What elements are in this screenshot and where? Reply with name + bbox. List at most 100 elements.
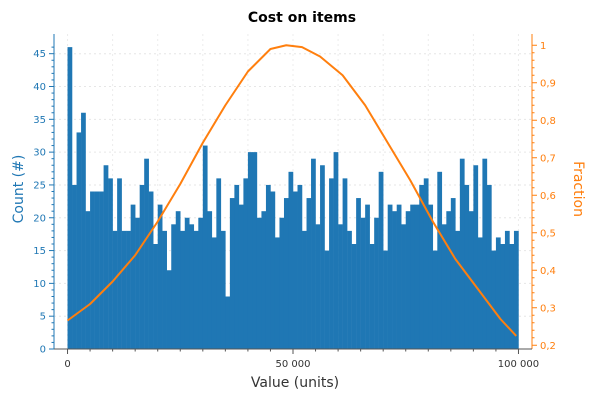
histogram-bar [108, 178, 113, 349]
histogram-bar [482, 158, 488, 349]
histogram-bar [333, 152, 339, 349]
histogram-bar [351, 244, 357, 349]
histogram-bar [365, 204, 370, 349]
histogram-bar [112, 230, 118, 349]
histogram-bar [378, 171, 384, 349]
y-right-tick-label: 0,2 [540, 341, 556, 352]
y-right-tick-label: 0,3 [540, 303, 556, 314]
histogram-bar [509, 244, 515, 349]
histogram-bar [175, 211, 181, 349]
histogram-bar [491, 250, 497, 349]
histogram-bar [265, 184, 271, 349]
histogram-bar [495, 237, 501, 349]
histogram-bar [243, 178, 249, 349]
histogram-bar [121, 230, 127, 349]
y-left-tick-label: 10 [33, 279, 46, 290]
y-axis-left-label: Count (#) [11, 155, 27, 224]
histogram-bar [144, 158, 149, 349]
histogram-bar [450, 198, 456, 349]
histogram-bar [207, 211, 213, 349]
histogram-bar [504, 230, 510, 349]
histogram-bar [153, 244, 158, 349]
histogram-bar [401, 224, 406, 349]
histogram-bar [256, 217, 262, 349]
y-left-tick-label: 25 [33, 180, 46, 191]
y-right-tick-label: 0,4 [540, 266, 556, 277]
histogram-bar [464, 184, 470, 349]
histogram-bar [283, 198, 289, 349]
y-right-tick-label: 0,8 [540, 116, 556, 127]
histogram-bar [414, 204, 420, 349]
y-right-tick-label: 0,9 [540, 78, 556, 89]
histogram-bar [72, 184, 77, 349]
histogram-bar [94, 191, 100, 349]
fraction-line [66, 44, 517, 337]
y-left-tick-label: 35 [33, 115, 46, 126]
histogram-bar [202, 145, 208, 349]
histogram-bar [288, 171, 294, 349]
histogram-bar [216, 178, 222, 349]
y-left-tick-label: 20 [33, 213, 46, 224]
histogram-bar [234, 184, 240, 349]
histogram-bar [302, 230, 307, 349]
histogram-bar [229, 198, 235, 349]
histogram-bar [238, 204, 244, 349]
histogram-bar [148, 191, 154, 349]
histogram-bar [198, 217, 204, 349]
histogram-bar [189, 224, 195, 349]
histogram-bar [180, 230, 186, 349]
histogram-bar [279, 217, 285, 349]
y-left-tick-label: 15 [33, 246, 46, 257]
histogram-bar [315, 224, 321, 349]
histogram-bar [252, 152, 258, 349]
histogram-bar [369, 244, 375, 349]
histogram-bar [157, 204, 163, 349]
histogram-bar [446, 211, 452, 349]
fraction-curve [66, 44, 517, 337]
histogram-bar [513, 230, 519, 349]
histogram-bar [220, 230, 226, 349]
y-left-tick-label: 45 [33, 49, 46, 60]
histogram-bar [387, 204, 393, 349]
histogram-bar [211, 237, 217, 349]
histogram-bar [130, 204, 136, 349]
histogram-bar [135, 217, 140, 349]
histogram-bar [374, 217, 379, 349]
histogram-bar [90, 191, 95, 349]
histogram-bar [396, 204, 402, 349]
histogram-bar [338, 224, 343, 349]
histogram-bar [184, 217, 190, 349]
y-right-tick-label: 1 [540, 41, 546, 52]
histogram-bar [76, 132, 82, 349]
histogram-bar [500, 244, 506, 349]
histogram-bar [117, 178, 122, 349]
y-axis-right-label: Fraction [570, 161, 586, 217]
histogram-bar [459, 158, 465, 349]
axes: 0510152025303540450,20,30,40,50,60,70,80… [33, 34, 556, 370]
histogram-bar [306, 198, 312, 349]
histogram-bar [329, 178, 334, 349]
histogram-bar [324, 250, 330, 349]
x-tick-label: 0 [64, 359, 70, 370]
histogram-bar [392, 211, 397, 349]
histogram-bar [247, 152, 253, 349]
histogram-bar [383, 250, 388, 349]
y-right-tick-label: 0,6 [540, 191, 556, 202]
histogram-bar [126, 230, 131, 349]
histogram-bar [261, 211, 267, 349]
histogram-bar [193, 230, 199, 349]
y-right-tick-label: 0,5 [540, 228, 556, 239]
chart-title: Cost on items [248, 10, 356, 26]
histogram-bars [67, 47, 519, 349]
histogram-bar [347, 230, 352, 349]
histogram-bar [455, 230, 461, 349]
histogram-bar [486, 184, 492, 349]
histogram-bar [85, 211, 91, 349]
y-right-tick-label: 0,7 [540, 153, 556, 164]
x-axis-label: Value (units) [251, 375, 339, 391]
histogram-bar [356, 198, 361, 349]
histogram-bar [103, 165, 109, 349]
histogram-bar [99, 191, 104, 349]
y-left-tick-label: 0 [40, 345, 46, 356]
histogram-bar [67, 47, 73, 349]
